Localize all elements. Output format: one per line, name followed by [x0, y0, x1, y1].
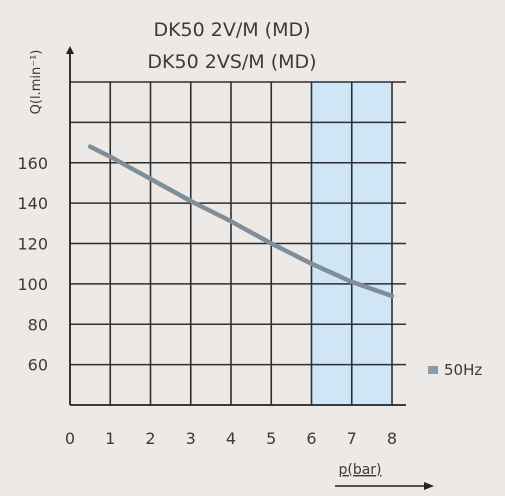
- x-axis-label: p(bar): [338, 462, 381, 478]
- y-axis-label: Q(l.min⁻¹): [29, 50, 44, 115]
- x-tick-label-0: 0: [65, 429, 75, 448]
- x-tick-label-5: 5: [266, 429, 276, 448]
- series-line-0: [87, 144, 395, 299]
- y-tick-label-160: 160: [17, 154, 48, 173]
- x-tick-label-4: 4: [226, 429, 236, 448]
- y-tick-label-80: 80: [28, 315, 48, 334]
- legend-label: 50Hz: [444, 361, 482, 379]
- chart-title-line2: DK50 2VS/M (MD): [147, 51, 316, 73]
- x-tick-label-1: 1: [105, 429, 115, 448]
- x-tick-label-3: 3: [186, 429, 196, 448]
- y-tick-label-120: 120: [17, 235, 48, 254]
- x-tick-label-2: 2: [145, 429, 155, 448]
- x-tick-label-6: 6: [306, 429, 316, 448]
- y-tick-label-60: 60: [28, 356, 48, 375]
- y-axis-arrow: [66, 46, 74, 54]
- y-tick-label-140: 140: [17, 194, 48, 213]
- chart-title-line1: DK50 2V/M (MD): [153, 19, 310, 41]
- y-tick-label-100: 100: [17, 275, 48, 294]
- x-tick-label-7: 7: [347, 429, 357, 448]
- legend-marker: [428, 366, 438, 374]
- x-tick-label-8: 8: [387, 429, 397, 448]
- x-axis-arrow: [424, 482, 434, 490]
